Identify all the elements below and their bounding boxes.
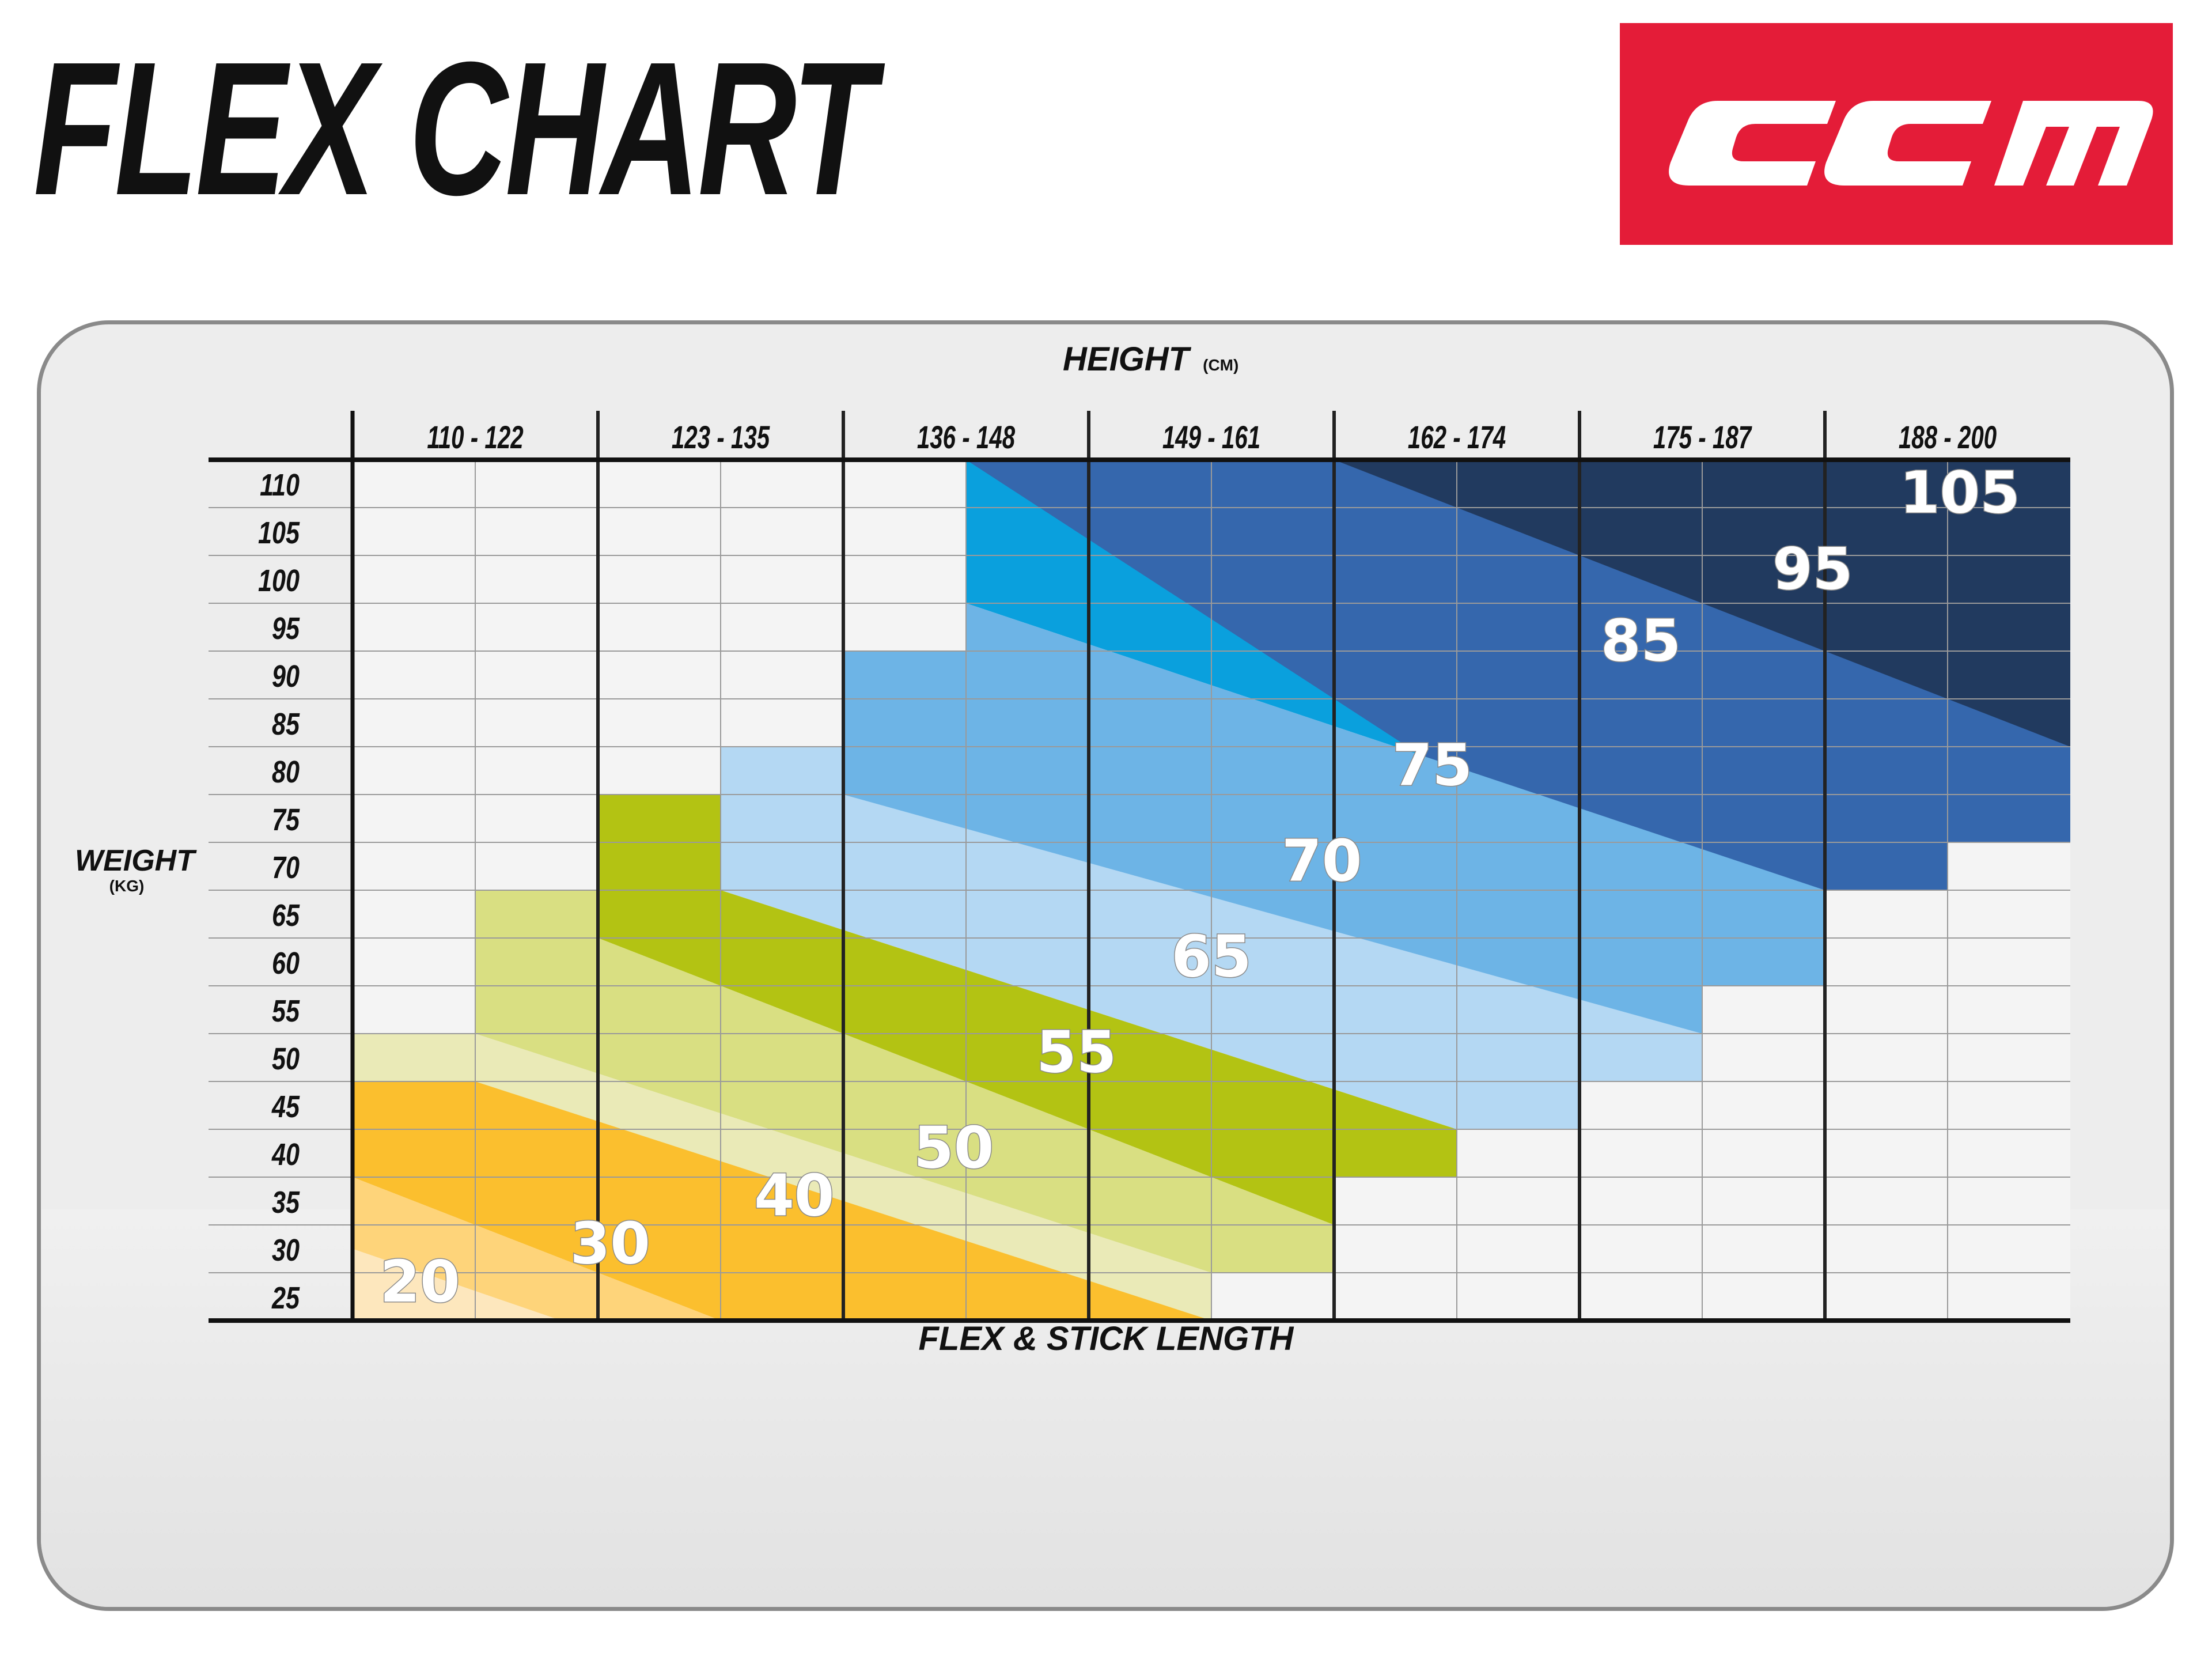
weight-tick-label: 25 (271, 1281, 300, 1316)
height-tick-label: 175 - 187 (1653, 420, 1753, 456)
weight-tick-label: 70 (272, 851, 300, 886)
flex-value-label: 50 (914, 1114, 994, 1181)
weight-tick-label: 75 (272, 803, 300, 838)
flex-value-label: 20 (380, 1248, 460, 1315)
height-tick-label: 123 - 135 (672, 420, 770, 456)
ccm-logo (1620, 23, 2173, 245)
flex-value-label: 95 (1772, 535, 1853, 603)
weight-tick-label: 90 (272, 660, 300, 694)
height-tick-label: 149 - 161 (1162, 420, 1260, 456)
weight-tick-label: 35 (272, 1186, 300, 1220)
flex-band-65 (598, 795, 1457, 1225)
weight-tick-label: 65 (272, 899, 300, 933)
flex-value-label: 75 (1392, 731, 1472, 799)
weight-tick-label: 60 (272, 947, 300, 981)
weight-axis-label: WEIGHT (KG) (75, 844, 195, 895)
weight-tick-label: 85 (272, 708, 300, 742)
flex-value-label: 40 (754, 1162, 834, 1229)
height-tick-label: 162 - 174 (1408, 420, 1506, 456)
height-tick-label: 136 - 148 (917, 420, 1016, 456)
weight-tick-label: 80 (272, 755, 300, 790)
flex-value-label: 85 (1601, 607, 1681, 675)
weight-tick-label: 30 (272, 1234, 300, 1268)
flex-band-30 (353, 1177, 721, 1321)
height-axis-label: HEIGHT (CM) (1063, 341, 1239, 378)
flex-band-20 (353, 1249, 562, 1321)
flex-value-label: 65 (1171, 922, 1251, 990)
flex-value-label: 55 (1036, 1018, 1116, 1085)
weight-tick-label: 105 (258, 516, 300, 551)
weight-tick-label: 110 (260, 468, 300, 503)
weight-tick-label: 95 (272, 612, 300, 646)
weight-tick-label: 55 (272, 994, 300, 1029)
weight-tick-label: 100 (258, 564, 300, 599)
height-tick-label: 188 - 200 (1899, 420, 1997, 456)
page-title: FLEX CHART (33, 22, 876, 234)
ccm-logo-mark (1669, 101, 2153, 186)
weight-tick-label: 50 (272, 1042, 300, 1077)
flex-value-label: 30 (570, 1209, 650, 1277)
flex-value-label: 70 (1282, 827, 1362, 894)
weight-tick-label: 45 (271, 1090, 300, 1125)
flex-stick-length-label: FLEX & STICK LENGTH (918, 1320, 1294, 1357)
weight-tick-label: 40 (271, 1138, 300, 1172)
flex-value-label: 105 (1900, 459, 2020, 526)
height-tick-label: 110 - 122 (427, 420, 523, 456)
